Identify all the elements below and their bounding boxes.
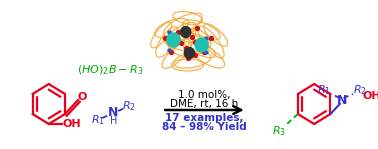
Text: $R_2$: $R_2$: [353, 83, 366, 97]
Text: $R_1$: $R_1$: [317, 83, 331, 97]
Text: OH: OH: [63, 119, 82, 129]
Text: $(HO)_2B-R_3$: $(HO)_2B-R_3$: [77, 63, 144, 77]
Text: H: H: [110, 116, 117, 126]
Text: $R_1$: $R_1$: [91, 113, 104, 127]
Text: N: N: [336, 94, 347, 107]
Text: 1.0 mol%,: 1.0 mol%,: [178, 90, 231, 100]
Text: DME, rt, 16 h: DME, rt, 16 h: [170, 99, 239, 109]
Text: $R_2$: $R_2$: [122, 99, 136, 113]
Text: 17 examples,: 17 examples,: [165, 113, 244, 123]
Circle shape: [195, 38, 208, 52]
Text: O: O: [77, 92, 87, 102]
Circle shape: [184, 48, 195, 59]
Circle shape: [167, 33, 180, 47]
Text: $R_3$: $R_3$: [272, 124, 286, 138]
Text: N: N: [108, 107, 119, 119]
Circle shape: [181, 27, 191, 38]
Text: OH: OH: [363, 91, 378, 101]
Text: 84 – 98% Yield: 84 – 98% Yield: [162, 122, 247, 132]
